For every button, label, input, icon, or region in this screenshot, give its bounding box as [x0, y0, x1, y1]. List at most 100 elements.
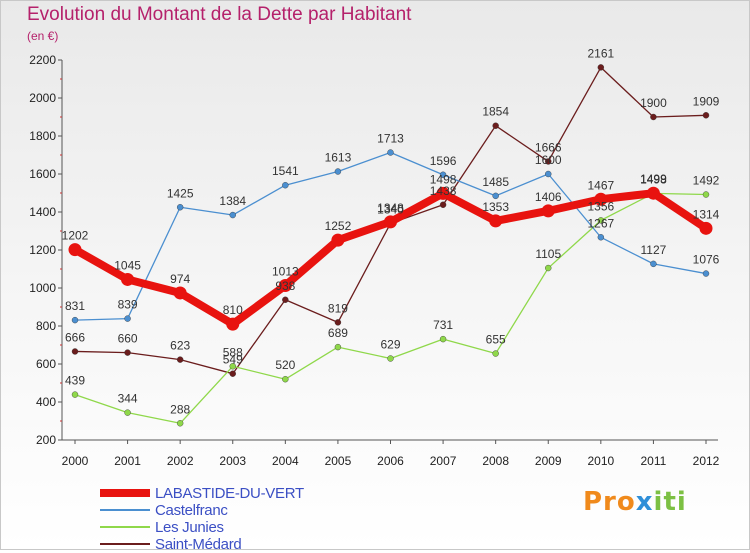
data-label: 1348	[377, 201, 404, 215]
data-point	[597, 234, 605, 241]
x-tick-label: 2009	[535, 454, 562, 468]
data-label: 1666	[535, 140, 562, 154]
data-point	[121, 272, 135, 286]
data-point	[439, 201, 447, 208]
data-label: 938	[275, 279, 295, 293]
data-label: 839	[118, 298, 138, 312]
x-tick-label: 2002	[167, 454, 194, 468]
chart-unit: (en €)	[27, 29, 59, 43]
data-point	[229, 211, 236, 219]
data-label: 1353	[482, 200, 509, 214]
y-tick-label: 1400	[29, 205, 56, 219]
data-point	[124, 409, 131, 416]
legend-swatch	[100, 526, 150, 528]
data-point	[594, 192, 608, 206]
data-label: 1045	[114, 258, 141, 272]
data-point	[334, 319, 342, 326]
data-label: 1498	[430, 172, 457, 186]
logo-part-1: Pro	[583, 487, 636, 517]
data-label: 1340	[377, 202, 404, 216]
data-label: 1541	[272, 164, 299, 178]
data-point	[541, 204, 555, 218]
data-point	[71, 316, 79, 324]
legend-label: Les Junies	[155, 519, 224, 536]
data-label: 1492	[693, 174, 720, 188]
data-point	[597, 64, 605, 71]
legend-label: Castelfranc	[155, 502, 228, 519]
data-point	[176, 420, 184, 427]
data-point	[176, 356, 184, 363]
data-point	[331, 233, 345, 247]
x-tick-label: 2005	[325, 454, 352, 468]
data-label: 1499	[640, 172, 667, 186]
data-label: 1900	[640, 96, 667, 110]
data-label: 819	[328, 301, 348, 315]
x-tick-label: 2007	[430, 454, 457, 468]
data-label: 1613	[325, 151, 352, 165]
x-tick-label: 2006	[377, 454, 404, 468]
x-tick-label: 2003	[219, 454, 246, 468]
y-tick-label: 400	[36, 395, 56, 409]
data-point	[699, 221, 713, 235]
data-point	[334, 343, 342, 351]
data-point	[278, 279, 292, 293]
data-point	[226, 317, 240, 331]
data-label: 660	[118, 332, 138, 346]
chart-title: Evolution du Montant de la Dette par Hab…	[27, 4, 412, 25]
x-tick-label: 2001	[114, 454, 141, 468]
data-label: 1013	[272, 265, 299, 279]
data-label: 666	[65, 330, 85, 344]
data-label: 1438	[430, 184, 457, 198]
data-point	[702, 112, 710, 119]
data-point	[492, 192, 499, 200]
data-point	[650, 260, 657, 268]
data-point	[229, 370, 236, 377]
data-point	[384, 215, 397, 229]
legend-swatch	[100, 489, 150, 497]
y-tick-label: 1600	[29, 167, 56, 181]
data-point	[71, 348, 79, 355]
y-tick-label: 800	[36, 319, 56, 333]
data-label: 810	[223, 303, 243, 317]
data-point	[650, 113, 657, 121]
data-label: 623	[170, 339, 190, 353]
data-label: 1267	[587, 216, 614, 230]
data-point	[71, 391, 79, 398]
data-label: 588	[223, 345, 243, 359]
data-point	[545, 264, 552, 272]
data-point	[229, 363, 236, 370]
data-label: 1854	[482, 105, 509, 119]
y-tick-label: 200	[36, 433, 56, 447]
data-point	[334, 168, 342, 175]
x-tick-label: 2008	[482, 454, 509, 468]
data-point	[439, 171, 447, 178]
data-label: 2161	[587, 46, 614, 60]
data-label: 1356	[587, 199, 614, 213]
data-point	[387, 355, 394, 362]
y-tick-label: 2000	[29, 91, 56, 105]
data-label: 831	[65, 299, 85, 313]
data-point	[124, 349, 131, 356]
data-point	[492, 350, 499, 357]
legend-swatch	[100, 509, 150, 511]
data-label: 1485	[482, 175, 509, 189]
data-label: 1600	[535, 153, 562, 167]
data-label: 1713	[377, 132, 404, 146]
data-label: 974	[170, 272, 190, 286]
data-point	[702, 191, 710, 198]
data-point	[282, 296, 289, 303]
data-point	[646, 186, 660, 200]
proxiti-logo: Proxiti	[583, 487, 687, 517]
data-label: 439	[65, 374, 85, 388]
data-point	[282, 376, 289, 383]
legend-swatch	[100, 543, 150, 545]
data-point	[489, 214, 503, 228]
data-point	[124, 315, 131, 322]
x-tick-label: 2011	[641, 454, 667, 468]
data-label: 689	[328, 326, 348, 340]
data-point	[68, 243, 82, 257]
data-point	[702, 270, 710, 277]
data-label: 1076	[693, 253, 720, 267]
data-label: 655	[486, 333, 506, 347]
